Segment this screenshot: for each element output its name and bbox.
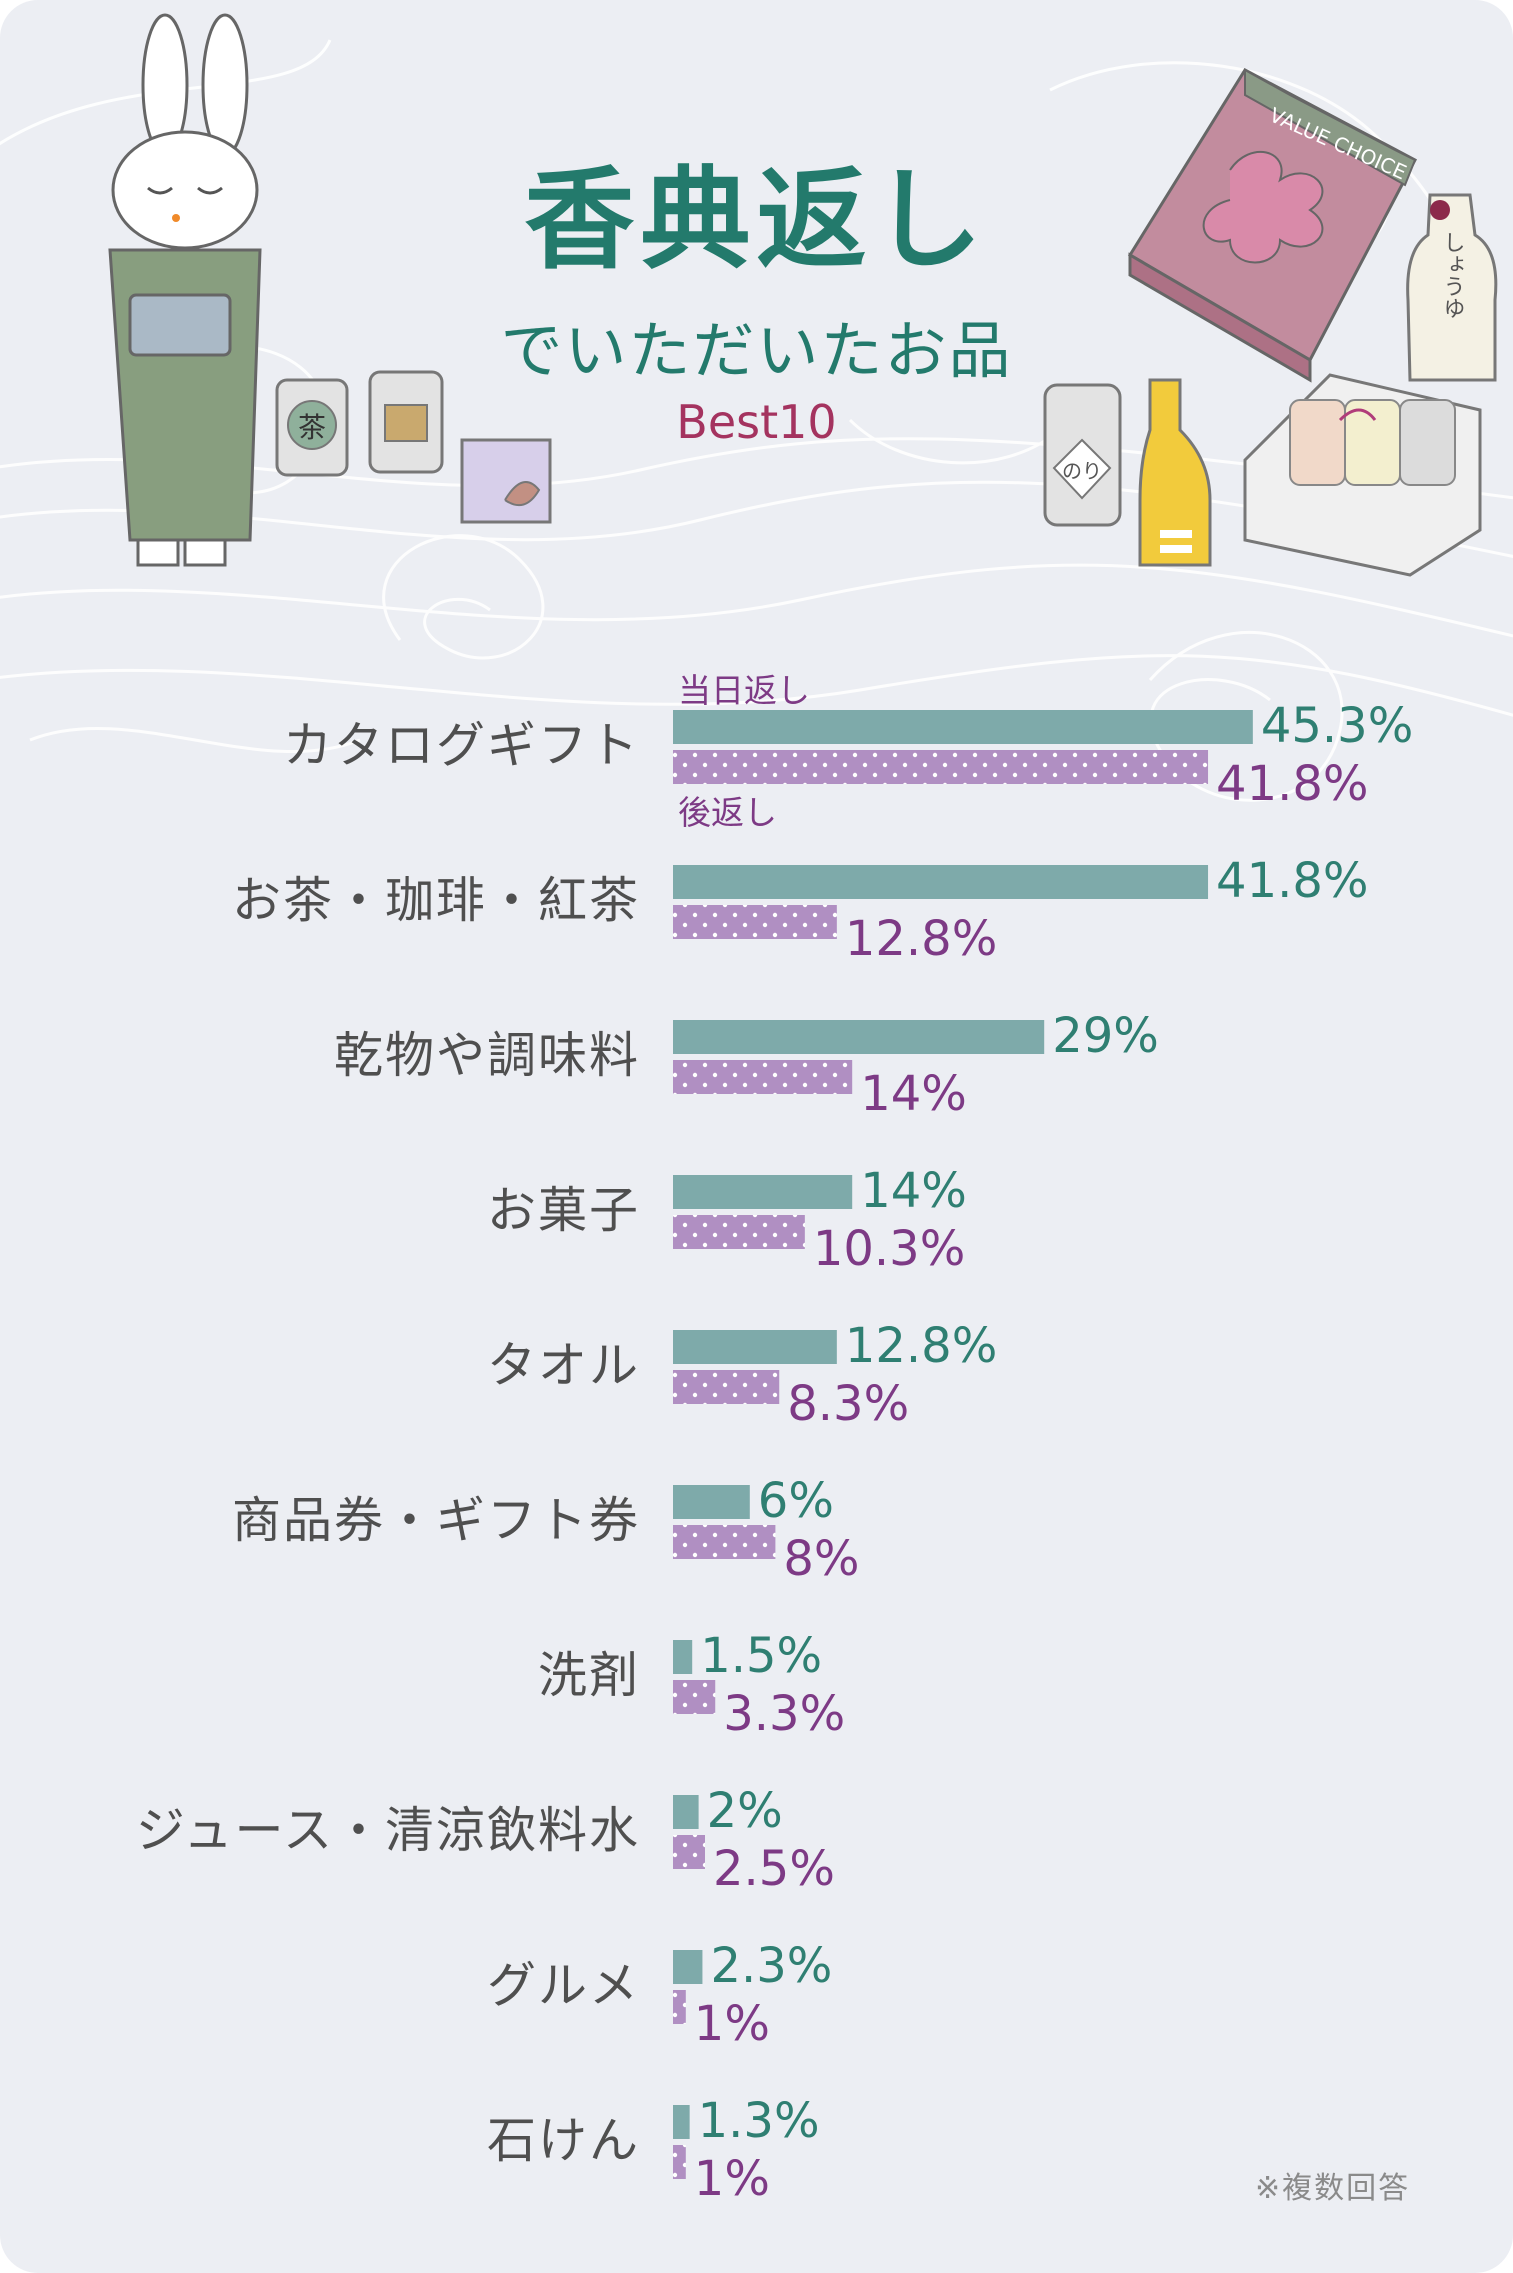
page-subtitle: でいただいたお品: [500, 314, 1013, 387]
bar-later: [673, 1835, 705, 1869]
bunny-illustration: [108, 13, 262, 567]
category-label: 石けん: [487, 2112, 640, 2169]
bar-same-day: [673, 2105, 690, 2139]
bar-same-day: [673, 1795, 699, 1829]
bar-same-day: [673, 1020, 1045, 1054]
category-label: 乾物や調味料: [334, 1027, 640, 1084]
bar-later: [673, 750, 1209, 784]
bar-later: [673, 1990, 686, 2024]
bar-later: [673, 905, 837, 939]
bar-same-day: [673, 1330, 837, 1364]
bar-later: [673, 1060, 853, 1094]
title-block: 香典返し でいただいたお品 Best10: [0, 0, 1513, 470]
value-label-same-day: 2.3%: [710, 1938, 832, 1994]
value-label-same-day: 12.8%: [845, 1318, 997, 1374]
bar-later: [673, 1680, 716, 1714]
bar-later: [673, 1525, 776, 1559]
value-label-same-day: 1.5%: [700, 1628, 822, 1684]
value-label-same-day: 41.8%: [1216, 853, 1368, 909]
value-label-same-day: 6%: [758, 1473, 834, 1529]
bar-same-day: [673, 865, 1209, 899]
illustrations: 茶 VALUE CHOICE しょうゆ のり: [108, 13, 1498, 577]
value-label-later: 12.8%: [845, 911, 997, 967]
bar-same-day: [673, 710, 1253, 744]
bar-later: [673, 2145, 686, 2179]
bar-same-day: [673, 1950, 703, 1984]
bar-same-day: [673, 1640, 693, 1674]
bar-same-day: [673, 1175, 853, 1209]
category-label: お菓子: [487, 1182, 640, 1239]
tea-cans-illustration: 茶: [275, 370, 552, 524]
category-label: グルメ: [487, 1957, 640, 2014]
legend-later: 後返し: [678, 793, 777, 832]
value-label-later: 8.3%: [787, 1376, 909, 1432]
value-label-later: 8%: [783, 1531, 859, 1587]
category-label: タオル: [487, 1337, 640, 1394]
soy-label: しょうゆ: [1440, 231, 1465, 319]
value-label-same-day: 45.3%: [1261, 698, 1413, 754]
legend-same-day: 当日返し: [678, 671, 810, 710]
value-label-same-day: 2%: [707, 1783, 783, 1839]
category-label: 洗剤: [538, 1647, 640, 1704]
soy-bottle-illustration: しょうゆ: [1406, 193, 1498, 382]
groceries-illustration: のり: [1043, 373, 1482, 577]
category-label: ジュース・清涼飲料水: [136, 1802, 640, 1859]
value-label-later: 3.3%: [723, 1686, 845, 1742]
value-label-later: 41.8%: [1216, 756, 1368, 812]
bar-same-day: [673, 1485, 750, 1519]
best-badge: Best10: [676, 395, 837, 449]
value-label-later: 2.5%: [713, 1841, 835, 1897]
value-label-same-day: 1.3%: [698, 2093, 820, 2149]
tea-can-label: 茶: [298, 411, 326, 444]
value-label-later: 10.3%: [813, 1221, 965, 1277]
nori-label: のり: [1062, 459, 1102, 483]
category-label: お茶・珈琲・紅茶: [232, 872, 640, 929]
value-label-later: 1%: [694, 2151, 770, 2207]
value-label-later: 14%: [860, 1066, 967, 1122]
page-title: 香典返し: [524, 156, 989, 284]
value-label-same-day: 29%: [1052, 1008, 1159, 1064]
bar-later: [673, 1370, 780, 1404]
value-label-same-day: 14%: [860, 1163, 967, 1219]
value-label-later: 1%: [694, 1996, 770, 2052]
footnote: ※複数回答: [1255, 2171, 1411, 2206]
category-label: カタログギフト: [283, 717, 640, 774]
bar-later: [673, 1215, 805, 1249]
category-label: 商品券・ギフト券: [232, 1492, 640, 1549]
